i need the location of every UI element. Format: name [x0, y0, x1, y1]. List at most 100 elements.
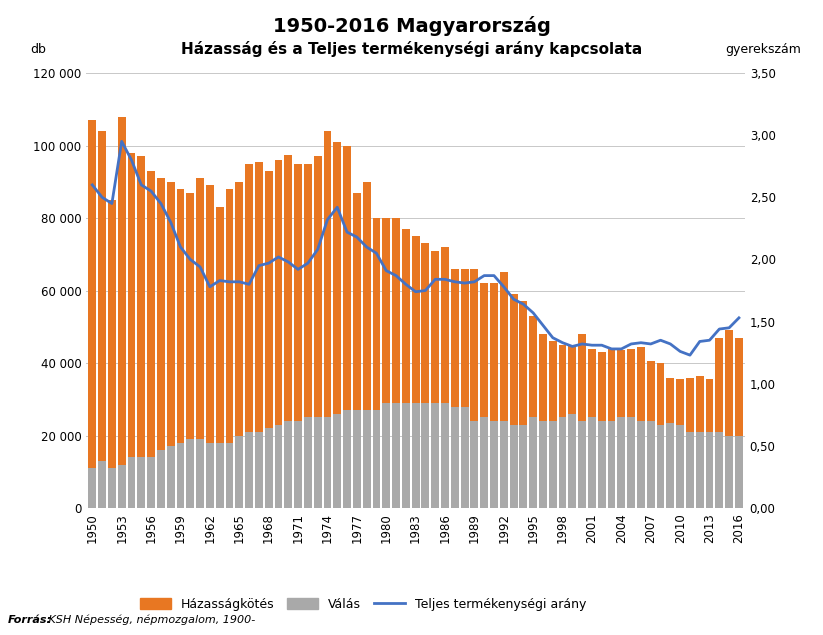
- Bar: [216, 207, 224, 508]
- Bar: [186, 439, 194, 508]
- Bar: [607, 421, 616, 508]
- Bar: [196, 178, 204, 508]
- Bar: [353, 410, 360, 508]
- Bar: [314, 417, 322, 508]
- Bar: [343, 145, 351, 508]
- Bar: [167, 182, 174, 508]
- Bar: [715, 338, 723, 508]
- Bar: [402, 229, 410, 508]
- Bar: [677, 379, 684, 508]
- Bar: [647, 421, 654, 508]
- Bar: [255, 162, 263, 508]
- Bar: [481, 283, 488, 508]
- Bar: [284, 154, 292, 508]
- Bar: [519, 425, 528, 508]
- Bar: [588, 417, 596, 508]
- Text: Lakásviszonyok Magyarországon: Lakásviszonyok Magyarországon: [550, 608, 755, 622]
- Bar: [108, 200, 116, 508]
- Bar: [735, 436, 743, 508]
- Teljes termékenységi arány: [587, 342, 597, 349]
- Bar: [509, 425, 518, 508]
- Bar: [597, 421, 606, 508]
- Bar: [88, 120, 96, 508]
- Bar: [275, 160, 282, 508]
- Bar: [559, 417, 566, 508]
- Bar: [412, 236, 420, 508]
- Bar: [617, 417, 625, 508]
- Text: db: db: [30, 43, 46, 56]
- Bar: [627, 417, 635, 508]
- Bar: [617, 351, 625, 508]
- Bar: [118, 116, 126, 508]
- Teljes termékenységi arány: [695, 338, 704, 345]
- Bar: [265, 428, 272, 508]
- Bar: [686, 432, 694, 508]
- Teljes termékenységi arány: [146, 187, 156, 195]
- Bar: [490, 283, 498, 508]
- Bar: [108, 468, 116, 508]
- Bar: [677, 425, 684, 508]
- Bar: [500, 421, 508, 508]
- Bar: [157, 178, 165, 508]
- Bar: [667, 423, 674, 508]
- Line: Teljes termékenységi arány: Teljes termékenységi arány: [92, 142, 739, 355]
- Bar: [705, 379, 714, 508]
- Bar: [206, 185, 214, 508]
- Teljes termékenységi arány: [117, 138, 127, 145]
- Bar: [579, 421, 586, 508]
- Teljes termékenységi arány: [685, 351, 695, 359]
- Bar: [98, 131, 106, 508]
- Bar: [363, 182, 370, 508]
- Bar: [686, 377, 694, 508]
- Bar: [715, 432, 723, 508]
- Bar: [333, 414, 342, 508]
- Bar: [128, 153, 136, 508]
- Bar: [441, 403, 449, 508]
- Bar: [353, 192, 360, 508]
- Bar: [431, 403, 439, 508]
- Bar: [304, 417, 312, 508]
- Bar: [118, 465, 126, 508]
- Teljes termékenységi arány: [734, 314, 744, 322]
- Bar: [235, 182, 243, 508]
- Bar: [128, 457, 136, 508]
- Bar: [569, 414, 576, 508]
- Bar: [627, 349, 635, 508]
- Bar: [539, 334, 547, 508]
- Bar: [657, 425, 664, 508]
- Bar: [569, 345, 576, 508]
- Bar: [137, 457, 145, 508]
- Bar: [695, 432, 704, 508]
- Bar: [383, 218, 390, 508]
- Bar: [461, 406, 468, 508]
- Bar: [431, 251, 439, 508]
- Text: Forrás:: Forrás:: [8, 615, 52, 625]
- Bar: [725, 436, 733, 508]
- Bar: [294, 164, 302, 508]
- Bar: [549, 421, 556, 508]
- Bar: [235, 436, 243, 508]
- Bar: [383, 403, 390, 508]
- Bar: [373, 218, 380, 508]
- Teljes termékenységi arány: [361, 243, 371, 251]
- Teljes termékenységi arány: [175, 243, 185, 251]
- Teljes termékenységi arány: [391, 272, 401, 279]
- Bar: [323, 131, 332, 508]
- Bar: [226, 443, 234, 508]
- Bar: [695, 376, 704, 508]
- Bar: [216, 443, 224, 508]
- Bar: [167, 446, 174, 508]
- Bar: [157, 450, 165, 508]
- Bar: [245, 164, 253, 508]
- Bar: [725, 330, 733, 508]
- Bar: [284, 421, 292, 508]
- Bar: [735, 338, 743, 508]
- Bar: [206, 443, 214, 508]
- Bar: [412, 403, 420, 508]
- Bar: [333, 142, 342, 508]
- Bar: [441, 247, 449, 508]
- Bar: [549, 341, 556, 508]
- Bar: [177, 189, 184, 508]
- Bar: [490, 421, 498, 508]
- Text: 1950-2016 Magyarország: 1950-2016 Magyarország: [272, 16, 551, 36]
